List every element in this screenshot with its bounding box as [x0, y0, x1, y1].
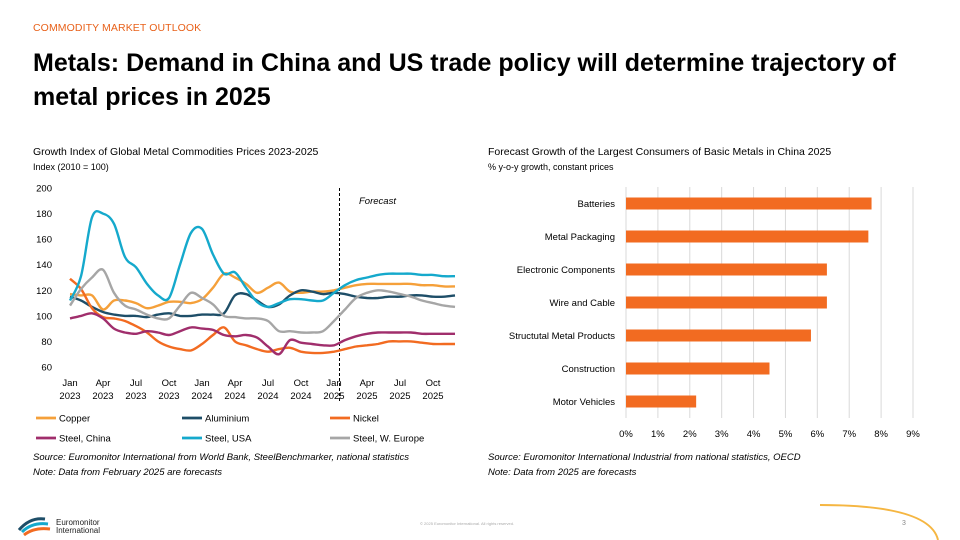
copyright-text: © 2025 Euromonitor International. All ri… — [420, 521, 515, 526]
series-line-steel-usa — [68, 209, 456, 309]
x-tick-label-year: 2023 — [125, 391, 146, 402]
category-label: Motor Vehicles — [553, 397, 616, 408]
footer-curve — [819, 504, 939, 540]
category-label: Electronic Components — [517, 265, 615, 276]
x-tick-label: 5% — [779, 429, 793, 440]
x-tick-label-year: 2025 — [323, 391, 344, 402]
bar-electronic-components — [626, 263, 827, 276]
y-tick-label: 80 — [41, 337, 52, 348]
x-tick-label: 6% — [810, 429, 824, 440]
logo-line-2: International — [56, 526, 101, 535]
right-chart-source: Source: Euromonitor International Indust… — [488, 452, 801, 463]
x-tick-label-year: 2024 — [257, 391, 278, 402]
category-label: Batteries — [578, 199, 616, 210]
x-tick-label: 8% — [874, 429, 888, 440]
y-tick-label: 120 — [36, 286, 52, 297]
x-tick-label-year: 2025 — [389, 391, 410, 402]
x-tick-label: 4% — [747, 429, 761, 440]
y-tick-label: 180 — [36, 209, 52, 220]
x-tick-label-month: Jul — [394, 378, 406, 389]
legend-label: Copper — [59, 414, 90, 425]
footer-logo-text: Euromonitor International — [56, 519, 100, 535]
category-label: Structutal Metal Products — [509, 331, 615, 342]
bar-structutal-metal-products — [626, 329, 811, 342]
x-tick-label: 0% — [619, 429, 633, 440]
x-tick-label: 2% — [683, 429, 697, 440]
x-tick-label-year: 2023 — [158, 391, 179, 402]
bar-motor-vehicles — [626, 395, 697, 408]
x-tick-label-year: 2023 — [59, 391, 80, 402]
left-chart-note: Note: Data from February 2025 are foreca… — [33, 467, 223, 478]
right-chart-subtitle: % y-o-y growth, constant prices — [488, 162, 614, 172]
left-chart-source: Source: Euromonitor International from W… — [33, 452, 409, 463]
x-tick-label: 1% — [651, 429, 665, 440]
bar-metal-packaging — [626, 230, 869, 243]
bar-construction — [626, 362, 770, 375]
footer-decoration — [17, 504, 939, 540]
x-tick-label-month: Apr — [360, 378, 375, 389]
logo-line-1: Euromonitor — [56, 518, 100, 527]
x-tick-label-month: Jul — [262, 378, 274, 389]
left-chart-title: Growth Index of Global Metal Commodities… — [33, 146, 319, 158]
category-label: Wire and Cable — [550, 298, 615, 309]
x-tick-label-month: Jul — [130, 378, 142, 389]
x-tick-label-year: 2025 — [356, 391, 377, 402]
forecast-label: Forecast — [359, 196, 396, 207]
x-tick-label-year: 2024 — [224, 391, 245, 402]
x-tick-label-month: Oct — [426, 378, 441, 389]
series-line-copper — [69, 272, 456, 311]
x-tick-label: 9% — [906, 429, 920, 440]
china-consumers-bar-chart: Batteries Metal Packaging Electronic Compo… — [509, 187, 920, 440]
x-tick-label: 7% — [842, 429, 856, 440]
x-tick-label-month: Apr — [96, 378, 111, 389]
legend-label: Steel, China — [59, 434, 111, 445]
right-chart-title: Forecast Growth of the Largest Consumers… — [488, 146, 832, 158]
y-tick-label: 140 — [36, 260, 52, 271]
legend-label: Steel, W. Europe — [353, 434, 424, 445]
page-number: 3 — [902, 520, 906, 527]
x-tick-label-month: Oct — [162, 378, 177, 389]
x-tick-label-month: Oct — [294, 378, 309, 389]
y-tick-label: 100 — [36, 311, 52, 322]
series-line-nickel — [69, 277, 455, 355]
metal-prices-line-chart: 60 80 100 120 140 160 180 200 Jan 2023 Apr 2023 Jul… — [36, 184, 456, 445]
section-label: COMMODITY MARKET OUTLOOK — [33, 22, 202, 34]
legend-label: Nickel — [353, 414, 379, 425]
x-tick-label-year: 2024 — [290, 391, 311, 402]
page-title: Metals: Demand in China and US trade pol… — [33, 49, 896, 111]
x-tick-label-month: Jan — [194, 378, 209, 389]
left-chart-subtitle: Index (2010 = 100) — [33, 162, 109, 172]
x-tick-label-month: Jan — [62, 378, 77, 389]
x-tick-label-month: Apr — [228, 378, 243, 389]
legend-label: Aluminium — [205, 414, 249, 425]
series-line-steel-china — [69, 312, 455, 356]
x-tick-label: 3% — [715, 429, 729, 440]
legend-label: Steel, USA — [205, 434, 252, 445]
category-label: Metal Packaging — [545, 232, 615, 243]
y-tick-label: 60 — [41, 363, 52, 374]
euromonitor-logo-icon — [17, 517, 51, 537]
category-label: Construction — [562, 364, 615, 375]
x-tick-label-year: 2025 — [422, 391, 443, 402]
bar-wire-and-cable — [626, 296, 827, 309]
y-tick-label: 200 — [36, 184, 52, 195]
x-tick-label-year: 2024 — [191, 391, 212, 402]
right-chart-note: Note: Data from 2025 are forecasts — [488, 467, 637, 478]
y-tick-label: 160 — [36, 235, 52, 246]
x-tick-label-month: Jan — [326, 378, 341, 389]
bar-batteries — [626, 197, 872, 210]
series-line-steel-w-europe — [68, 268, 456, 334]
x-tick-label-year: 2023 — [92, 391, 113, 402]
